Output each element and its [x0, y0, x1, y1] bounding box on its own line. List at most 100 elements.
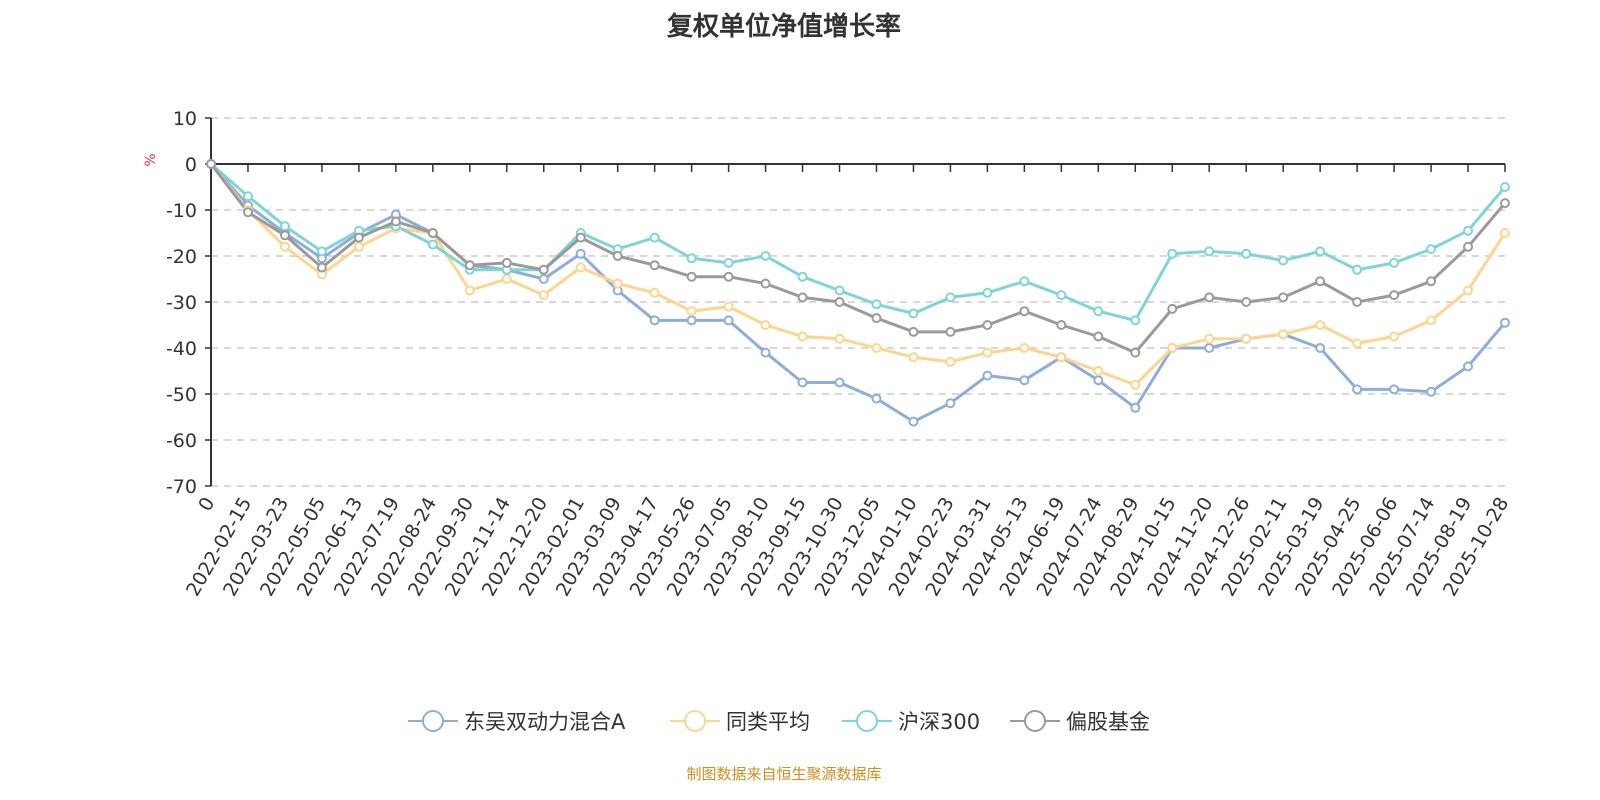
legend-marker-icon: [1024, 710, 1046, 732]
series-line: [209, 163, 1507, 424]
data-point: [760, 347, 771, 358]
data-point: [316, 246, 327, 257]
data-point: [834, 285, 845, 296]
data-point: [797, 292, 808, 303]
data-point: [649, 260, 660, 271]
data-point: [908, 308, 919, 319]
legend-marker-icon: [856, 710, 878, 732]
data-point: [945, 326, 956, 337]
data-point: [1019, 306, 1030, 317]
data-point: [1426, 276, 1437, 287]
legend-label: 东吴双动力混合A: [464, 710, 626, 734]
data-point: [1315, 276, 1326, 287]
data-point: [1204, 333, 1215, 344]
data-point: [945, 292, 956, 303]
y-tick-label: -70: [166, 476, 197, 498]
data-point: [353, 232, 364, 243]
y-tick-label: -60: [166, 430, 197, 452]
legend-label: 沪深300: [898, 710, 980, 734]
data-point: [1352, 297, 1363, 307]
data-point: [797, 331, 808, 342]
data-point: [1130, 379, 1141, 390]
data-point: [206, 159, 216, 169]
data-point: [1463, 241, 1474, 252]
data-point: [945, 398, 956, 409]
data-point: [1019, 343, 1030, 353]
data-point: [501, 257, 512, 268]
legend-label: 偏股基金: [1066, 710, 1150, 734]
data-point: [1093, 331, 1104, 342]
data-point: [353, 241, 364, 252]
data-point: [908, 352, 919, 363]
data-point: [834, 297, 845, 307]
data-point: [1019, 276, 1030, 287]
data-point: [1278, 329, 1289, 340]
data-point: [279, 241, 290, 252]
data-point: [464, 285, 475, 296]
data-point: [1241, 333, 1252, 344]
data-point: [686, 253, 697, 264]
data-point: [316, 262, 327, 273]
data-point: [982, 347, 993, 358]
data-point: [427, 239, 438, 250]
data-point: [1167, 343, 1178, 353]
data-point: [908, 326, 919, 337]
data-point: [982, 320, 993, 330]
source-note: 制图数据来自恒生聚源数据库: [686, 765, 882, 783]
data-point: [1500, 317, 1510, 328]
data-point: [501, 274, 512, 284]
data-point: [1019, 375, 1030, 386]
data-point: [1056, 320, 1067, 330]
data-point: [1352, 338, 1363, 349]
data-point: [871, 343, 882, 353]
data-point: [649, 315, 660, 326]
data-point: [760, 320, 771, 330]
data-point: [686, 306, 697, 317]
data-point: [945, 356, 956, 367]
data-point: [871, 313, 882, 324]
series-line: [209, 163, 1507, 387]
data-point: [1167, 248, 1178, 259]
x-tick-label: 0: [194, 494, 219, 515]
data-point: [871, 299, 882, 310]
data-point: [649, 287, 660, 298]
data-point: [908, 416, 919, 427]
data-point: [1389, 257, 1400, 268]
data-point: [1500, 198, 1510, 209]
data-point: [723, 271, 734, 282]
data-point: [1278, 255, 1289, 266]
data-point: [538, 290, 549, 301]
data-point: [871, 393, 882, 404]
data-point: [1056, 352, 1067, 363]
data-point: [279, 230, 290, 241]
data-point: [982, 287, 993, 298]
data-point: [723, 257, 734, 268]
data-point: [1241, 248, 1252, 259]
y-tick-label: -10: [166, 200, 197, 222]
data-point: [1389, 331, 1400, 342]
data-point: [427, 228, 438, 238]
data-point: [1500, 228, 1510, 238]
data-point: [723, 301, 734, 312]
data-point: [760, 278, 771, 289]
series-line: [209, 163, 1507, 355]
data-point: [279, 221, 290, 232]
y-tick-label: -50: [166, 384, 197, 406]
data-point: [797, 271, 808, 282]
data-point: [1130, 402, 1141, 413]
data-point: [1130, 315, 1141, 326]
legend-marker-icon: [422, 710, 444, 732]
data-point: [1093, 375, 1104, 386]
y-tick-label: -40: [166, 338, 197, 360]
data-point: [1426, 244, 1437, 255]
data-point: [1315, 343, 1326, 353]
y-tick-label: -30: [166, 292, 197, 314]
data-point: [1463, 285, 1474, 296]
data-point: [1278, 292, 1289, 303]
data-point: [1130, 347, 1141, 358]
data-point: [686, 315, 697, 326]
data-point: [834, 333, 845, 344]
data-point: [464, 260, 475, 271]
data-point: [1204, 292, 1215, 303]
